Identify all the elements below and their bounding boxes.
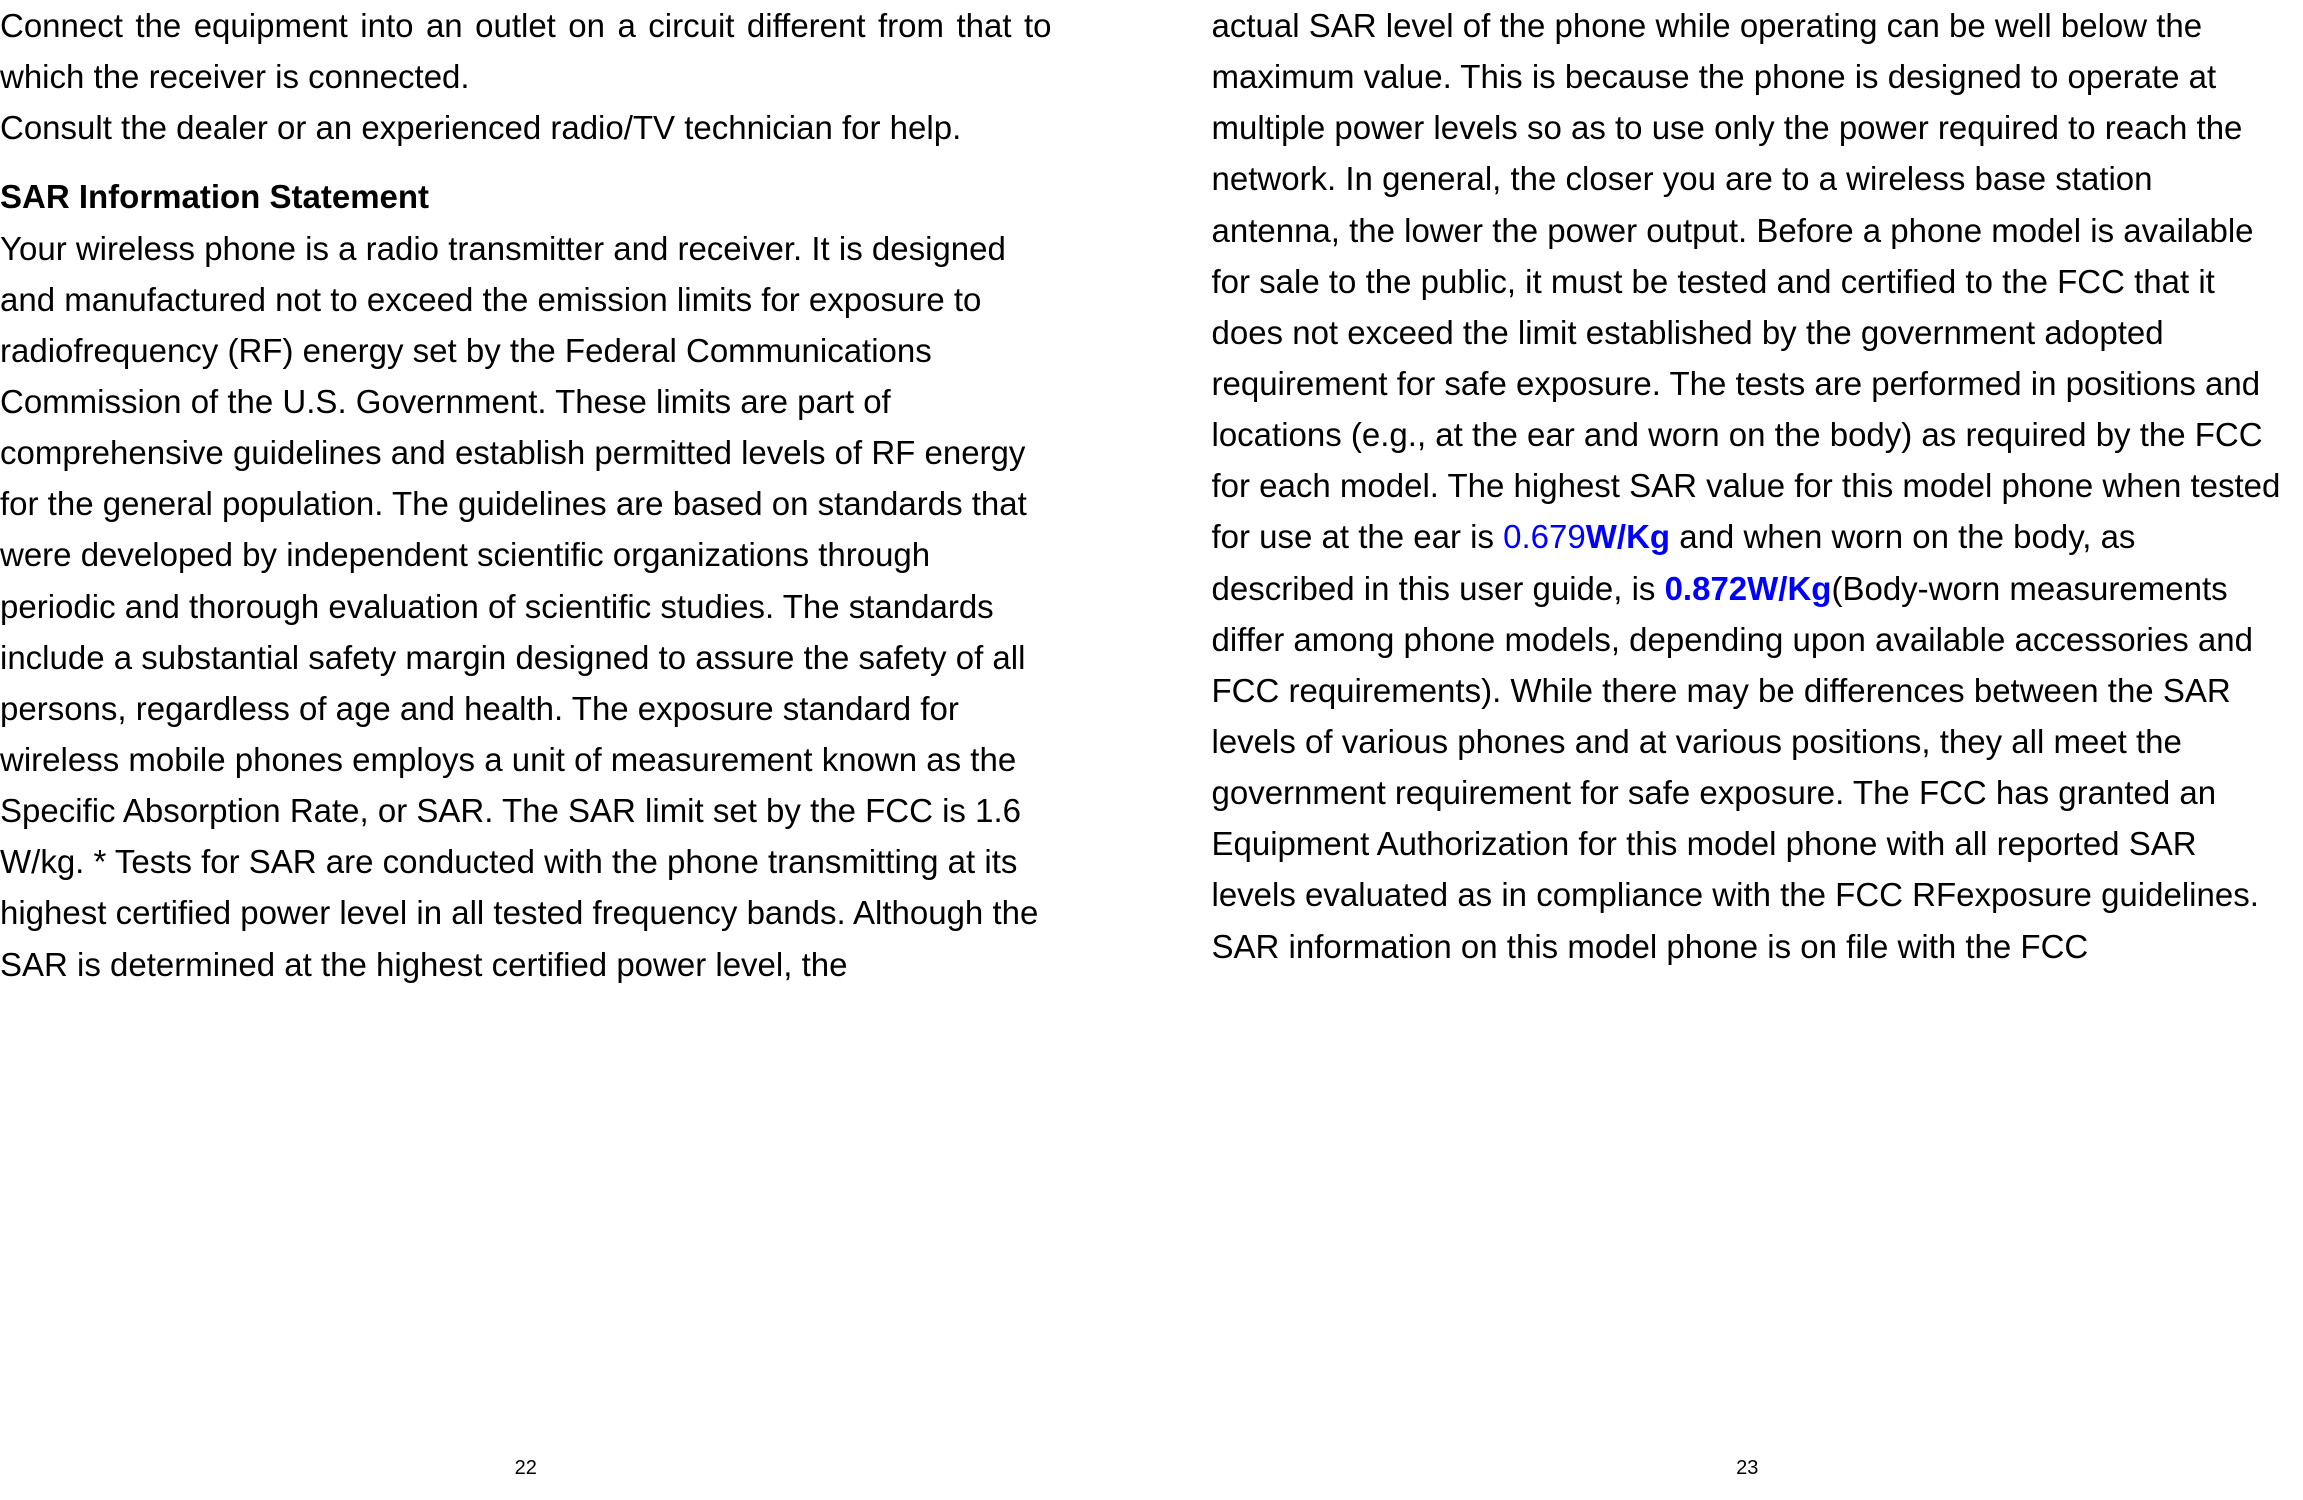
right-page-number: 23	[1212, 1447, 2284, 1500]
sar-ear-value: 0.679	[1503, 518, 1586, 555]
right-para-a: actual SAR level of the phone while oper…	[1212, 7, 2281, 555]
left-para1-line2: Consult the dealer or an experienced rad…	[0, 102, 1052, 153]
right-content: actual SAR level of the phone while oper…	[1212, 0, 2284, 1447]
sar-heading: SAR Information Statement	[0, 171, 1052, 222]
left-page-number: 22	[0, 1447, 1052, 1500]
page-left: Connect the equipment into an outlet on …	[0, 0, 1152, 1500]
left-content: Connect the equipment into an outlet on …	[0, 0, 1052, 1447]
right-para-c: (Body-worn measurements differ among pho…	[1212, 570, 2259, 965]
sar-ear-unit: W/Kg	[1586, 518, 1670, 555]
left-para1-line1: Connect the equipment into an outlet on …	[0, 0, 1052, 102]
page-right: actual SAR level of the phone while oper…	[1152, 0, 2303, 1500]
left-para2: Your wireless phone is a radio transmitt…	[0, 223, 1052, 990]
sar-body-value: 0.872W/Kg	[1665, 570, 1832, 607]
